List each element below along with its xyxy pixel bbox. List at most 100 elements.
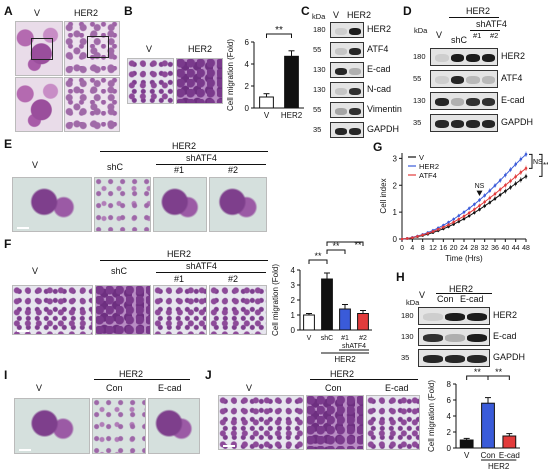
panel-e-label-1: #1 xyxy=(174,165,185,175)
band xyxy=(423,334,443,342)
panel-j-label: J xyxy=(205,368,212,382)
significance-label: ** xyxy=(275,25,283,36)
marker-label: 180 xyxy=(413,52,426,61)
panel-a-image-v-high xyxy=(15,77,63,132)
legend-label: V xyxy=(419,153,424,162)
panel-i-label-con: Con xyxy=(106,383,123,393)
panel-i-label-ecad: E-cad xyxy=(158,383,182,393)
bar xyxy=(259,96,274,109)
panel-b-image-v xyxy=(127,58,174,104)
panel-f-image-v xyxy=(12,285,93,335)
data-point xyxy=(509,179,512,183)
band xyxy=(335,107,347,115)
data-point xyxy=(524,167,528,170)
x-tick-label: 16 xyxy=(439,245,447,252)
band xyxy=(450,120,464,128)
blot-e-cad xyxy=(430,92,498,110)
data-point xyxy=(524,175,528,178)
data-point xyxy=(504,173,507,177)
significance-bracket xyxy=(326,241,364,246)
y-tick-label: 6 xyxy=(447,396,452,405)
x-tick-label: HER2 xyxy=(281,111,303,120)
panel-d-group-line xyxy=(449,17,499,18)
panel-a-image-her2-high xyxy=(64,77,120,132)
panel-j-group-her2: HER2 xyxy=(330,369,355,379)
legend-label: ATF4 xyxy=(419,171,437,180)
panel-a-label: A xyxy=(4,4,13,18)
data-point xyxy=(488,201,492,204)
band xyxy=(335,67,347,75)
panel-e-subgroup-line xyxy=(156,164,266,165)
panel-d-lane-shc: shC xyxy=(451,35,468,45)
band xyxy=(435,98,449,106)
band xyxy=(481,54,495,62)
blot-gapdh xyxy=(430,114,498,132)
x-tick-label: 8 xyxy=(421,245,425,252)
panel-j-image-v xyxy=(218,395,304,450)
data-point xyxy=(400,237,404,241)
band xyxy=(423,355,443,363)
data-point xyxy=(478,198,481,202)
panel-i-image-con xyxy=(92,398,146,454)
panel-f-label-shc: shC xyxy=(111,266,128,276)
marker-label: 55 xyxy=(313,45,322,54)
data-point xyxy=(462,210,466,214)
data-point xyxy=(405,237,409,240)
data-point xyxy=(462,214,466,218)
x-tick-label: 28 xyxy=(470,245,478,252)
panel-c-lane-her2: HER2 xyxy=(347,10,372,20)
protein-label: Vimentin xyxy=(367,104,402,114)
panel-f-chart: 0 1 2 3 4 Cell migration (Fold) V shC #1 #2 ** ** **… xyxy=(271,240,372,364)
band xyxy=(450,76,464,84)
band xyxy=(466,76,480,84)
panel-e-image-2 xyxy=(209,177,267,232)
panel-j-image-con xyxy=(306,395,364,450)
bar xyxy=(339,308,351,331)
panel-d-subgroup-line xyxy=(470,30,500,31)
data-point xyxy=(467,207,471,210)
panel-h-group-line xyxy=(436,293,492,294)
panel-f-label-2: #2 xyxy=(228,274,239,284)
x-tick-label: 20 xyxy=(450,245,458,252)
y-tick-label: 0 xyxy=(393,235,398,244)
panel-c-lane-v: V xyxy=(333,10,340,20)
data-point xyxy=(493,192,497,196)
data-point xyxy=(514,162,517,166)
data-point xyxy=(442,225,445,229)
protein-label: GAPDH xyxy=(501,117,534,127)
panel-e-label-2: #2 xyxy=(228,165,239,175)
panel-a-image-v-low xyxy=(15,21,63,76)
band xyxy=(349,27,361,35)
panel-f-image-2 xyxy=(209,285,267,335)
data-point xyxy=(442,223,445,227)
band xyxy=(335,127,347,135)
y-tick-label: 0 xyxy=(291,326,296,335)
x-tick-label: 36 xyxy=(491,245,499,252)
data-point xyxy=(467,214,471,218)
marker-label: 130 xyxy=(313,65,326,74)
panel-f-image-shc xyxy=(95,285,151,335)
data-point xyxy=(514,182,517,185)
band xyxy=(445,355,465,363)
band xyxy=(435,120,449,128)
protein-label: HER2 xyxy=(367,24,392,34)
marker-label: 55 xyxy=(413,74,422,83)
band xyxy=(435,76,449,84)
panel-i-label: I xyxy=(4,368,8,382)
significance-label: ** xyxy=(332,241,340,251)
blot-vimentin xyxy=(330,102,364,118)
blot-her2 xyxy=(330,22,364,38)
panel-j-image-ecad xyxy=(366,395,420,450)
group-label: HER2 xyxy=(334,355,356,364)
panel-h-kda: kDa xyxy=(406,298,420,307)
data-point xyxy=(488,189,492,192)
panel-c-kda: kDa xyxy=(312,12,326,21)
x-tick-label: E-cad xyxy=(499,451,520,460)
x-tick-label: V xyxy=(264,111,270,120)
band xyxy=(435,54,449,62)
blot-atf4 xyxy=(430,70,498,88)
panel-d-lane-1: #1 xyxy=(473,31,482,40)
y-tick-label: 0 xyxy=(447,444,452,453)
x-tick-label: 32 xyxy=(481,245,489,252)
